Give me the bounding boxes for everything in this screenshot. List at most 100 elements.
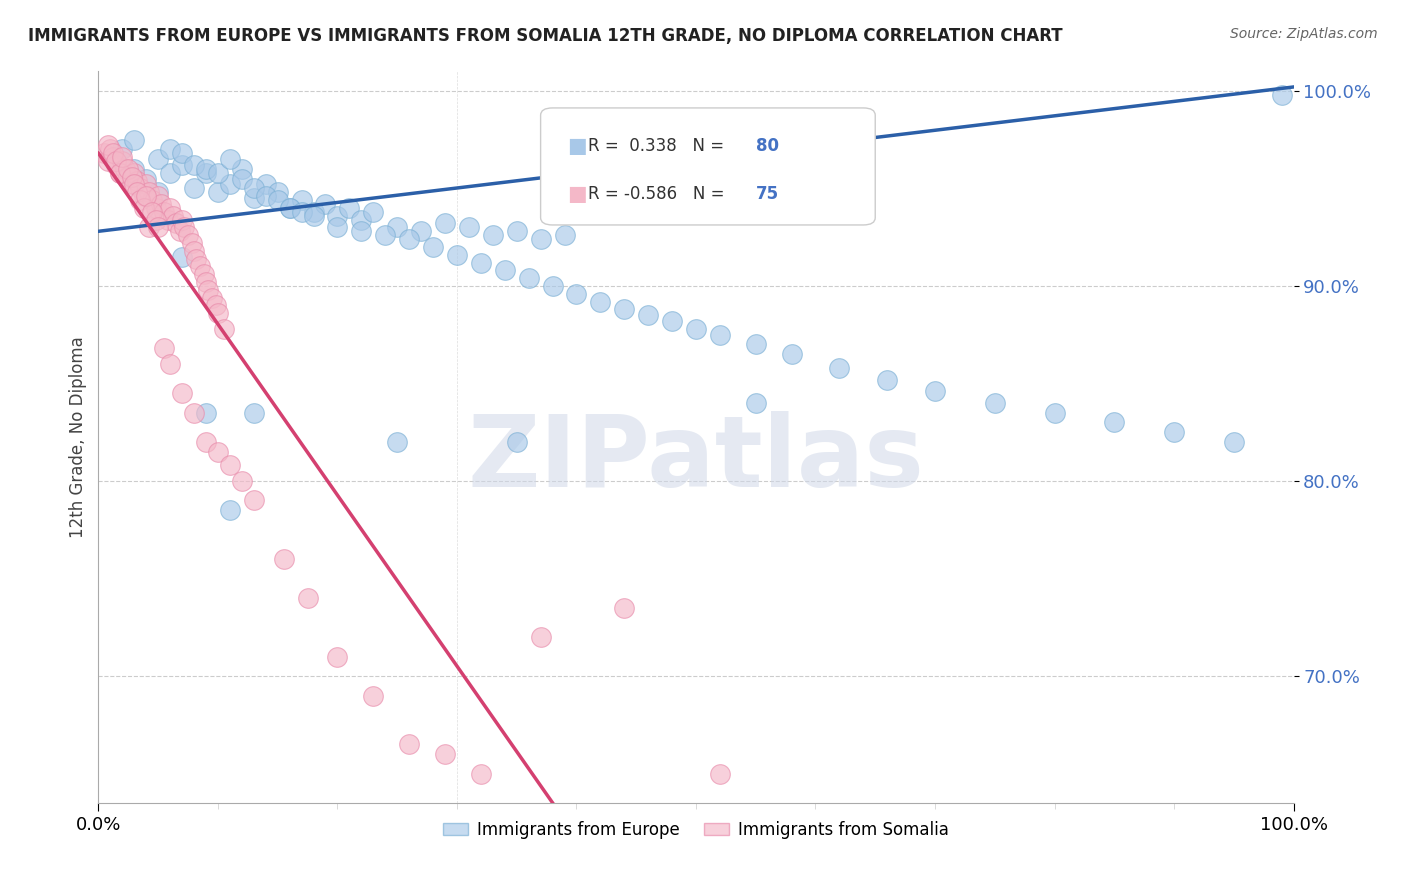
Point [446, 248, 468, 262]
Point [267, 186, 290, 200]
Point [302, 209, 325, 223]
Point [124, 178, 146, 192]
Point [197, 283, 219, 297]
Text: ■: ■ [567, 136, 586, 156]
Point [172, 158, 194, 172]
Point [1223, 434, 1246, 449]
Point [326, 649, 349, 664]
Point [243, 191, 266, 205]
Point [291, 204, 314, 219]
Point [93, 146, 115, 161]
Point [984, 396, 1007, 410]
Point [117, 169, 139, 184]
Point [661, 314, 683, 328]
Point [108, 166, 131, 180]
Point [188, 260, 211, 274]
Point [398, 232, 420, 246]
Point [172, 250, 194, 264]
Point [97, 154, 120, 169]
Point [186, 252, 208, 266]
Point [219, 458, 242, 473]
Point [219, 503, 242, 517]
Point [1163, 425, 1185, 440]
Point [278, 201, 301, 215]
Point [132, 201, 155, 215]
Point [254, 189, 277, 203]
Point [132, 189, 155, 203]
Point [924, 384, 946, 399]
Point [481, 228, 505, 243]
Point [267, 193, 290, 207]
Point [434, 217, 457, 231]
FancyBboxPatch shape [541, 108, 876, 225]
Point [273, 552, 295, 566]
Point [207, 186, 229, 200]
Point [709, 327, 731, 342]
Point [149, 197, 172, 211]
Point [243, 493, 266, 508]
Point [148, 186, 170, 200]
Y-axis label: 12th Grade, No Diploma: 12th Grade, No Diploma [69, 336, 87, 538]
Point [207, 444, 229, 458]
Point [105, 154, 128, 169]
Point [169, 224, 191, 238]
Point [231, 161, 253, 176]
Point [153, 342, 176, 356]
Point [121, 169, 143, 184]
Point [135, 178, 157, 192]
Point [243, 406, 266, 420]
Point [125, 186, 148, 200]
Text: R = -0.586   N =: R = -0.586 N = [589, 186, 730, 203]
Point [159, 166, 181, 180]
Point [470, 255, 492, 269]
Point [517, 271, 540, 285]
Point [613, 600, 636, 615]
Point [291, 193, 314, 207]
Point [195, 406, 218, 420]
Point [231, 171, 253, 186]
Text: 80: 80 [756, 137, 779, 155]
Point [411, 224, 433, 238]
Point [98, 142, 122, 156]
Point [145, 201, 167, 215]
Point [1271, 87, 1294, 102]
Point [156, 212, 179, 227]
Point [165, 217, 187, 231]
Point [201, 291, 224, 305]
Point [204, 298, 226, 312]
Point [125, 173, 148, 187]
Point [554, 228, 576, 243]
Point [780, 347, 803, 361]
Point [613, 302, 636, 317]
Point [105, 158, 128, 172]
Point [138, 186, 160, 200]
Point [219, 152, 242, 166]
Point [108, 166, 131, 180]
Point [385, 434, 409, 449]
Point [141, 193, 163, 207]
Point [315, 197, 337, 211]
Point [326, 220, 349, 235]
Point [350, 212, 373, 227]
Point [326, 209, 349, 223]
Text: 75: 75 [756, 186, 779, 203]
Point [207, 306, 229, 320]
Point [101, 146, 124, 161]
Point [177, 228, 200, 243]
Point [159, 201, 181, 215]
Point [212, 322, 235, 336]
Point [117, 161, 139, 176]
Point [709, 766, 731, 780]
Point [828, 360, 851, 375]
Point [207, 166, 229, 180]
Point [876, 372, 898, 386]
Point [145, 212, 167, 227]
Point [101, 150, 124, 164]
Point [1043, 406, 1066, 420]
Text: IMMIGRANTS FROM EUROPE VS IMMIGRANTS FROM SOMALIA 12TH GRADE, NO DIPLOMA CORRELA: IMMIGRANTS FROM EUROPE VS IMMIGRANTS FRO… [28, 27, 1063, 45]
Point [589, 294, 612, 309]
Point [183, 244, 205, 258]
Point [506, 434, 529, 449]
Point [398, 737, 420, 751]
Text: R =  0.338   N =: R = 0.338 N = [589, 137, 730, 155]
